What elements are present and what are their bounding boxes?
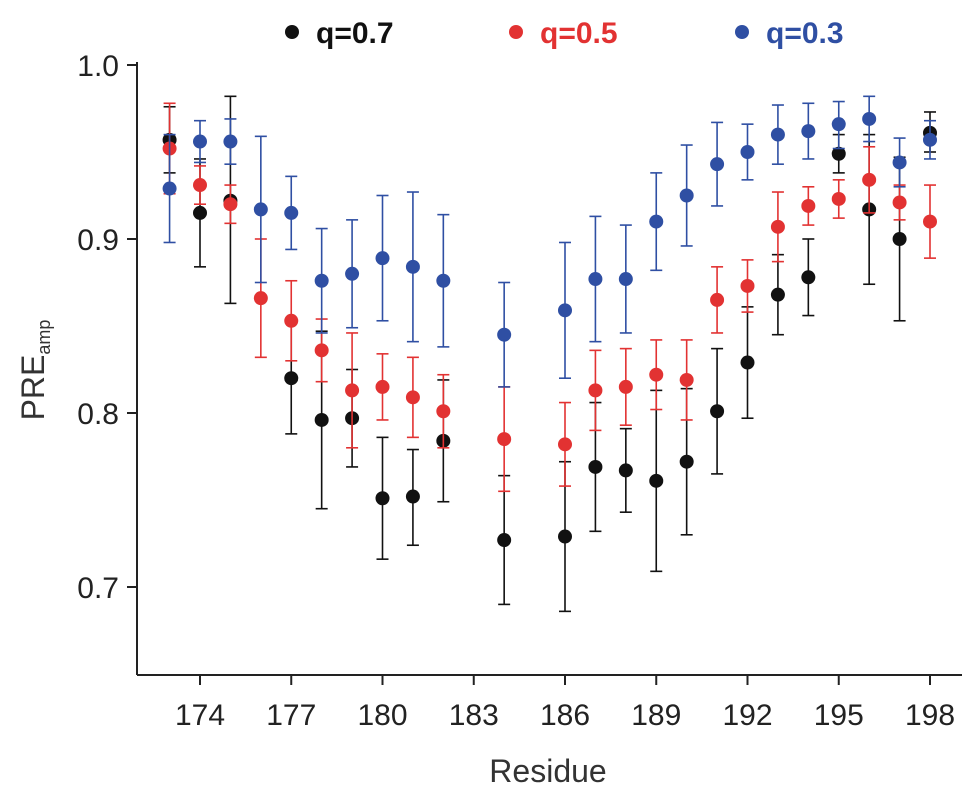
y-tick-label: 0.7 xyxy=(77,572,119,605)
data-point xyxy=(831,146,846,161)
data-point xyxy=(558,529,572,544)
y-axis-title-main: PRE xyxy=(15,355,51,421)
y-tick-label: 1.0 xyxy=(77,50,119,83)
data-point xyxy=(558,303,572,318)
data-point xyxy=(284,313,299,328)
legend-marker xyxy=(509,25,523,39)
data-point xyxy=(436,404,451,419)
data-point xyxy=(649,214,664,229)
data-point xyxy=(223,134,238,149)
data-point xyxy=(405,489,420,504)
data-point xyxy=(193,134,207,149)
data-point xyxy=(497,533,512,548)
data-point xyxy=(770,219,785,234)
series-q=0.5 xyxy=(162,102,937,493)
data-point xyxy=(253,202,268,217)
legend: q=0.7 q=0.5 q=0.3 xyxy=(285,17,844,50)
legend-label: q=0.7 xyxy=(316,17,394,50)
data-point xyxy=(618,379,633,394)
data-point xyxy=(740,355,755,370)
data-point xyxy=(375,251,390,266)
data-point xyxy=(405,259,420,274)
data-point xyxy=(375,491,390,506)
data-point xyxy=(710,157,725,172)
data-point xyxy=(892,232,907,246)
x-axis-title: Residue xyxy=(489,753,606,789)
data-point xyxy=(193,205,207,220)
x-tick-label: 174 xyxy=(175,699,225,732)
legend-marker xyxy=(735,25,749,39)
x-tick-label: 198 xyxy=(905,699,955,732)
data-point xyxy=(679,188,694,203)
data-point xyxy=(618,463,633,478)
data-point xyxy=(740,145,755,159)
data-point xyxy=(679,454,694,469)
data-point xyxy=(862,111,877,126)
y-tick-label: 0.9 xyxy=(77,224,119,257)
x-tick-label: 189 xyxy=(631,699,681,732)
data-point xyxy=(892,155,907,170)
data-point xyxy=(923,214,937,229)
data-point xyxy=(770,287,785,302)
series-layer xyxy=(162,95,937,613)
axes xyxy=(136,62,962,676)
data-point xyxy=(923,132,937,147)
data-point xyxy=(345,266,360,281)
data-point xyxy=(497,327,512,342)
legend-item: q=0.5 xyxy=(509,17,618,50)
data-point xyxy=(740,278,755,293)
data-point xyxy=(314,412,329,427)
data-point xyxy=(193,178,207,193)
y-axis-title: PREamp xyxy=(15,320,54,421)
x-tick-label: 177 xyxy=(266,699,316,732)
data-point xyxy=(253,291,268,306)
data-point xyxy=(649,367,664,382)
data-point xyxy=(284,205,299,220)
data-point xyxy=(831,117,846,132)
data-point xyxy=(831,191,846,206)
legend-item: q=0.7 xyxy=(285,17,394,50)
data-point xyxy=(588,383,603,398)
data-point xyxy=(162,181,177,196)
data-point xyxy=(801,198,816,213)
legend-label: q=0.5 xyxy=(540,17,618,50)
data-point xyxy=(801,124,816,139)
x-ticks: 174 177 180 183 186 189 192 195 198 xyxy=(175,675,955,732)
x-tick-label: 192 xyxy=(722,699,772,732)
x-tick-label: 180 xyxy=(357,699,407,732)
x-tick-label: 195 xyxy=(814,699,864,732)
x-tick-label: 183 xyxy=(449,699,499,732)
data-point xyxy=(679,372,694,387)
data-point xyxy=(710,292,725,307)
legend-label: q=0.3 xyxy=(766,17,844,50)
y-axis-title-subscript: amp xyxy=(34,320,54,355)
data-point xyxy=(649,473,664,488)
data-point xyxy=(588,459,603,474)
data-point xyxy=(314,273,329,288)
data-point xyxy=(801,270,816,285)
y-tick-label: 0.8 xyxy=(77,398,119,431)
data-point xyxy=(862,172,877,187)
data-point xyxy=(618,272,633,287)
data-point xyxy=(497,432,512,447)
series-q=0.7 xyxy=(162,95,937,613)
data-point xyxy=(375,379,390,394)
data-point xyxy=(345,383,360,398)
data-point xyxy=(558,437,572,452)
data-point xyxy=(892,195,907,210)
x-tick-label: 186 xyxy=(540,699,590,732)
data-point xyxy=(284,371,299,386)
data-point xyxy=(405,390,420,405)
legend-item: q=0.3 xyxy=(735,17,844,50)
legend-marker xyxy=(285,25,299,39)
series-q=0.3 xyxy=(162,95,937,388)
data-point xyxy=(223,197,238,212)
data-point xyxy=(436,273,451,288)
y-ticks: 0.7 0.8 0.9 1.0 xyxy=(77,50,137,605)
data-point xyxy=(314,343,329,358)
data-point xyxy=(770,127,785,142)
data-point xyxy=(710,404,725,419)
data-point xyxy=(588,272,603,287)
